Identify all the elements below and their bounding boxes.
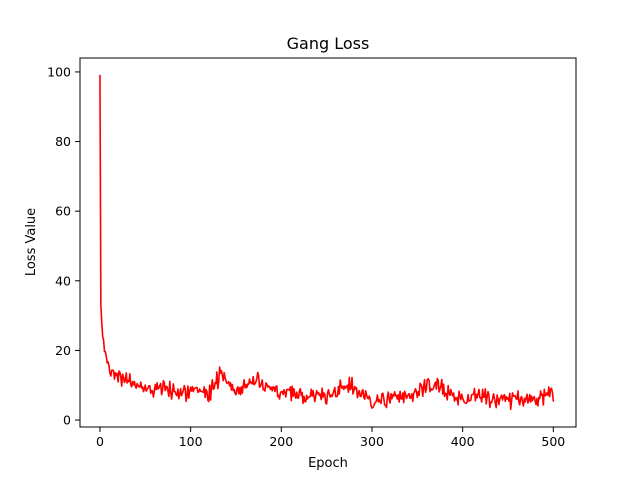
x-tick-label-3: 300 — [360, 434, 384, 449]
y-tick-label-3: 60 — [55, 204, 71, 219]
y-tick-label-2: 40 — [55, 273, 71, 288]
y-axis-label: Loss Value — [24, 208, 39, 276]
y-tick-label-5: 100 — [47, 64, 71, 79]
chart-title: Gang Loss — [287, 34, 370, 53]
x-tick-label-2: 200 — [269, 434, 293, 449]
y-tick-label-0: 0 — [63, 413, 71, 428]
series-line-0 — [99, 74, 555, 411]
x-tick-label-5: 500 — [541, 434, 565, 449]
y-tick-label-1: 20 — [55, 343, 71, 358]
x-axis-label: Epoch — [308, 456, 348, 471]
x-tick-label-1: 100 — [179, 434, 203, 449]
plot-area: 0 100 200 300 400 500 0 20 40 60 80 100 — [47, 57, 577, 449]
y-tick-label-4: 80 — [55, 134, 71, 149]
x-tick-label-0: 0 — [96, 434, 104, 449]
plot-frame — [79, 57, 577, 428]
x-tick-label-4: 400 — [451, 434, 475, 449]
